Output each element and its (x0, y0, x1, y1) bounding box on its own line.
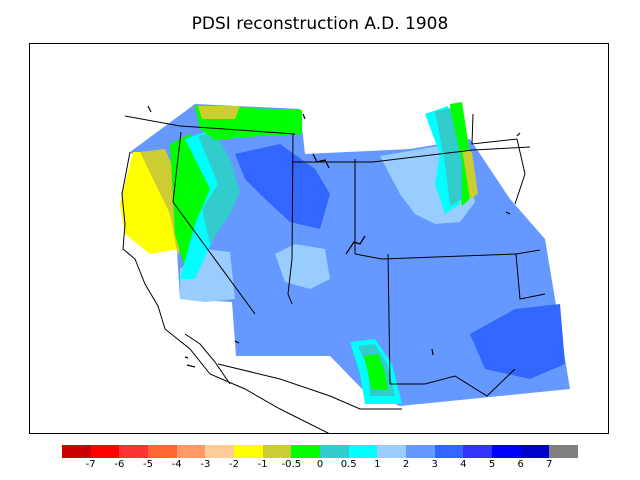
coastline (121, 151, 330, 433)
baja-coast (184, 333, 231, 385)
colorbar-cell (377, 445, 407, 458)
region-pale-center (275, 244, 330, 289)
boundary-ok-tx (515, 249, 541, 255)
colorbar-tick-label: 7 (546, 459, 553, 470)
colorbar-cell (62, 445, 91, 458)
colorbar-tick-label: -3 (200, 459, 211, 470)
colorbar-cell (205, 445, 235, 458)
colorbar-cell (291, 445, 321, 458)
boundary-nv-ut (291, 133, 294, 260)
chart-title: PDSI reconstruction A.D. 1908 (191, 14, 449, 34)
colorbar-cell (148, 445, 177, 458)
region-teal-ne (435, 108, 462, 206)
island-2 (302, 113, 306, 120)
colorbar-tick-label: 0 (316, 459, 324, 470)
boundary-nm-tx (390, 368, 516, 397)
colorbar-cell (176, 445, 206, 458)
boundary-ne-sd (472, 146, 531, 151)
colorbar-tick-label: 1 (374, 459, 381, 470)
colorbar-tick-label: -4 (171, 459, 182, 470)
boundary-co-nm (387, 253, 391, 385)
colorbar-ticks: -7 -6 -5 -4 -3 -2 -1 -0.5 0 0.5 1 2 3 4 5 6 7 (62, 459, 578, 473)
colorbar-cell (90, 445, 120, 458)
island-3 (516, 132, 521, 137)
colorbar-cell (234, 445, 263, 458)
pdsi-fill-layer (120, 102, 570, 406)
great-salt-lake (312, 153, 330, 169)
region-olive-north (198, 106, 240, 119)
island-4 (186, 364, 196, 368)
colorbar-tick-label: 3 (431, 459, 438, 470)
boundary-or-north (124, 115, 296, 135)
colorbar-tick-label: 4 (460, 459, 467, 470)
boundary-dakota (471, 113, 526, 205)
colorbar (62, 445, 579, 458)
map-panel (29, 43, 609, 434)
colorbar-tick-label: -5 (143, 459, 153, 470)
region-dark-southeast (470, 304, 565, 379)
colorbar-tick-label: -1 (257, 459, 268, 470)
water-features (147, 105, 521, 368)
pdsi-map (120, 102, 570, 433)
boundary-ca-nv (172, 131, 256, 315)
boundary-ks-ok (515, 253, 546, 300)
lake-powell (345, 235, 366, 255)
colorbar-tick-label: -7 (85, 459, 96, 470)
colorbar-cell (262, 445, 292, 458)
colorbar-tick-label: 2 (402, 459, 410, 470)
state-boundaries (121, 113, 546, 433)
colorbar-tick-label: 0.5 (340, 459, 357, 470)
boundary-az-nm (287, 258, 293, 305)
colorbar-cell (492, 445, 521, 458)
region-green-south (364, 354, 388, 390)
island-1 (147, 105, 152, 113)
colorbar-cell (520, 445, 550, 458)
boundary-az-mx (217, 363, 402, 410)
colorbar-cell (320, 445, 349, 458)
colorbar-cell (406, 445, 435, 458)
colorbar-tick-label: -0.5 (281, 459, 302, 470)
island-6 (234, 340, 240, 344)
colorbar-tick-label: -2 (229, 459, 239, 470)
colorbar-tick-label: -6 (114, 459, 125, 470)
region-yellow-coast (120, 152, 180, 254)
colorbar-cell (463, 445, 493, 458)
boundary-co-north (354, 253, 517, 260)
colorbar-cell (434, 445, 464, 458)
colorbar-cell (119, 445, 149, 458)
island-7 (431, 348, 434, 356)
colorbar-cell (549, 445, 579, 458)
region-olive-ne (462, 149, 478, 199)
island-8 (505, 211, 511, 215)
colorbar-cell (348, 445, 378, 458)
island-5 (184, 356, 189, 359)
colorbar-tick-label: 6 (517, 459, 524, 470)
colorbar-tick-label: 5 (488, 459, 496, 470)
region-dark-north (235, 144, 330, 229)
region-teal-west (198, 132, 240, 244)
